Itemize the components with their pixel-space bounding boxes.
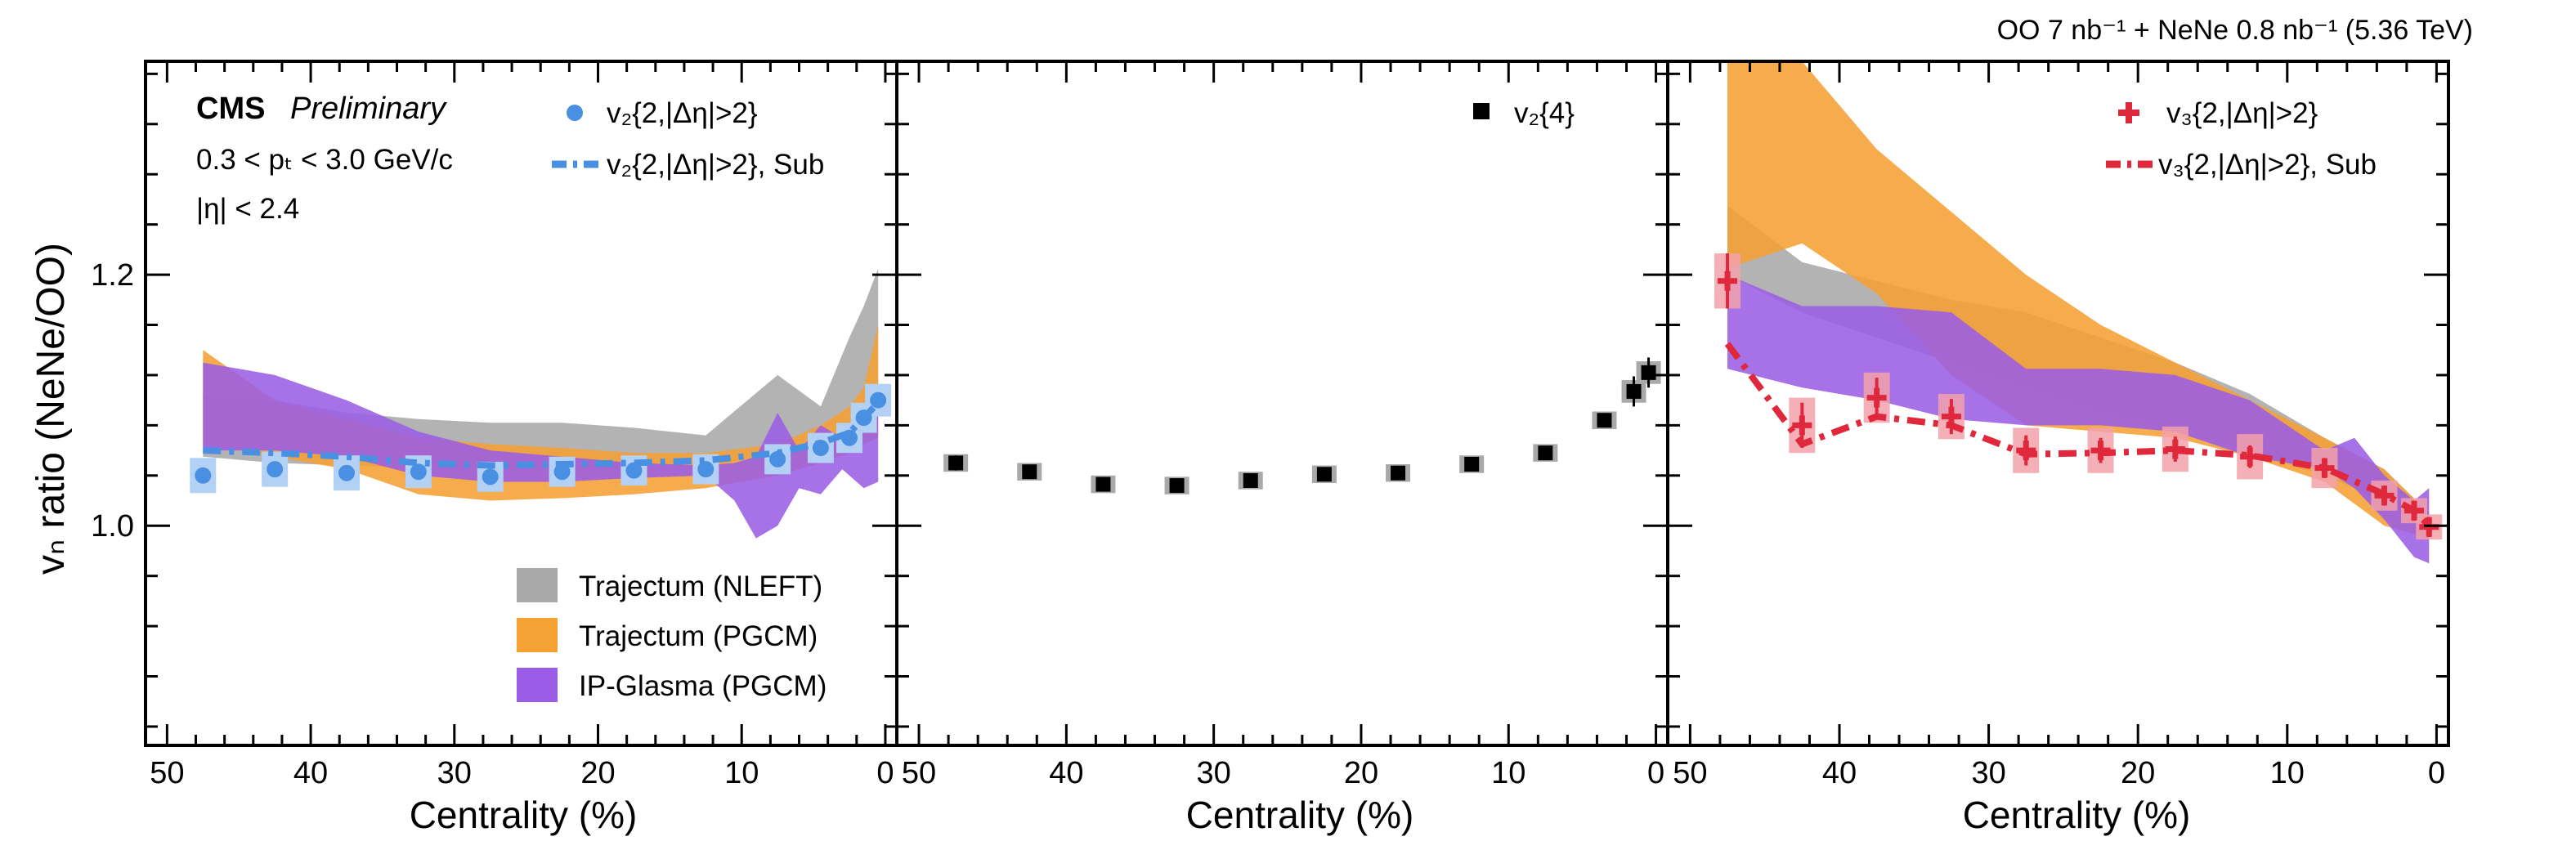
- legend-v24-label: v₂{4}: [1514, 97, 1575, 129]
- v3-point: [2314, 458, 2335, 478]
- preliminary-label: Preliminary: [290, 92, 447, 126]
- v3-point: [2165, 439, 2185, 459]
- v3-sub-line: [1724, 342, 2432, 529]
- bands-left: [203, 268, 879, 539]
- x-tick-label-middle: 50: [902, 756, 936, 790]
- legend-v3-marker: [2118, 102, 2139, 123]
- v3-point: [1792, 415, 1812, 436]
- legend-v2-marker: [567, 105, 583, 121]
- marks-left: [190, 383, 892, 494]
- frame-middle: [895, 60, 1669, 747]
- v3-point: [2090, 441, 2111, 461]
- legend-model-swatch-nleft: [517, 568, 558, 602]
- x-tick-label-left: 30: [437, 756, 472, 790]
- x-tick-label-middle: 20: [1344, 756, 1378, 790]
- x-axis-label-middle: Centrality (%): [1186, 794, 1414, 836]
- legend-v2-label: v₂{2,|Δη|>2}: [607, 97, 758, 129]
- legend-v3sub-label: v₃{2,|Δη|>2}, Sub: [2158, 149, 2377, 181]
- v24-point: [1095, 476, 1111, 492]
- band-right-2: [1727, 275, 2430, 564]
- legend-model-label-trajectum-pgcm: Trajectum (PGCM): [579, 620, 818, 652]
- y-axis-label: vₙ ratio (NeNe/OO): [29, 243, 73, 575]
- x-tick-label-middle: 0: [1647, 756, 1664, 790]
- v24-point: [1464, 456, 1480, 472]
- x-tick-label-middle: 10: [1491, 756, 1525, 790]
- x-tick-label-left: 10: [724, 756, 759, 790]
- v2-point: [769, 450, 786, 468]
- legend-model-swatch-ipglasma: [517, 668, 558, 702]
- v3-point: [2404, 500, 2424, 521]
- luminosity-header: OO 7 nb⁻¹ + NeNe 0.8 nb⁻¹ (5.36 TeV): [1997, 15, 2473, 46]
- marks-middle: [943, 357, 1661, 494]
- eta-cut-label: |η| < 2.4: [196, 193, 299, 225]
- x-tick-label-right: 50: [1673, 756, 1707, 790]
- x-tick-label-left: 40: [293, 756, 328, 790]
- v3-point: [1941, 406, 1961, 427]
- v24-point: [1391, 465, 1406, 481]
- v2-point: [553, 463, 571, 481]
- legend-left: v₂{2,|Δη|>2} v₂{2,|Δη|>2}, Sub: [552, 97, 824, 181]
- x-tick-label-right: 20: [2121, 756, 2155, 790]
- v3-point: [2374, 485, 2395, 506]
- x-tick-label-middle: 30: [1197, 756, 1231, 790]
- v2-point: [697, 461, 715, 478]
- v24-point: [1626, 383, 1642, 399]
- v24-point: [1641, 365, 1656, 380]
- x-tick-label-left: 0: [876, 756, 894, 790]
- v2-point: [625, 462, 643, 479]
- legend-right: v₃{2,|Δη|>2} v₃{2,|Δη|>2}, Sub: [2106, 97, 2377, 181]
- x-tick-label-left: 20: [580, 756, 615, 790]
- v2-point: [482, 468, 499, 485]
- legend-v2sub-label: v₂{2,|Δη|>2}, Sub: [607, 149, 824, 181]
- marks-right: [1714, 253, 2443, 540]
- frame-right: [1666, 60, 2450, 747]
- x-tick-label-right: 0: [2428, 756, 2445, 790]
- model-bands-layer: [203, 61, 2430, 564]
- v24-point: [948, 455, 964, 471]
- x-tick-label-middle: 40: [1049, 756, 1083, 790]
- v2-point: [841, 429, 858, 446]
- legend-middle: v₂{4}: [1473, 97, 1575, 129]
- v24-point: [1022, 464, 1037, 480]
- x-axis-label-left: Centrality (%): [410, 794, 638, 836]
- legend-v3-label: v₃{2,|Δη|>2}: [2166, 97, 2318, 129]
- v24-point: [1243, 472, 1258, 488]
- x-tick-label-left: 50: [150, 756, 184, 790]
- legend-model-label-ipglasma: IP-Glasma (PGCM): [579, 670, 827, 702]
- x-axis-label-right: Centrality (%): [1963, 794, 2191, 836]
- frame-layer: 50 40 30 20 10 01.01.250 40 30 20 10 0 50 40 30 20 10 0: [91, 60, 2450, 790]
- v3-point: [2016, 441, 2036, 461]
- y-tick-label: 1.2: [91, 258, 134, 293]
- v3-point: [2419, 517, 2439, 537]
- band-left-2: [203, 362, 879, 539]
- v2-point: [870, 391, 887, 409]
- v3-point: [1718, 271, 1738, 291]
- cms-label: CMS: [196, 92, 265, 126]
- y-tick-label: 1.0: [91, 509, 134, 544]
- v3-point: [1866, 387, 1887, 408]
- legend-v24-marker: [1473, 103, 1490, 119]
- v3-point: [2240, 446, 2260, 467]
- x-tick-label-right: 10: [2270, 756, 2305, 790]
- x-tick-label-right: 40: [1822, 756, 1857, 790]
- v2-point: [267, 461, 284, 478]
- v2-point: [812, 440, 829, 457]
- legend-model-swatch-trajectum-pgcm: [517, 618, 558, 652]
- data-marks-layer: [190, 253, 2443, 540]
- v2-point: [855, 409, 872, 427]
- v2-point: [338, 464, 356, 481]
- v2-point: [195, 467, 212, 484]
- legend-model-label-nleft: Trajectum (NLEFT): [579, 570, 822, 602]
- v24-point: [1169, 478, 1185, 494]
- pt-cut-label: 0.3 < pₜ < 3.0 GeV/c: [196, 144, 453, 176]
- legend-models: Trajectum (NLEFT) Trajectum (PGCM) IP-Gl…: [517, 568, 827, 702]
- v24-point: [1597, 413, 1612, 428]
- v2-point: [410, 463, 427, 481]
- v24-point: [1316, 467, 1332, 482]
- x-tick-label-right: 30: [1971, 756, 2005, 790]
- v24-point: [1538, 445, 1553, 461]
